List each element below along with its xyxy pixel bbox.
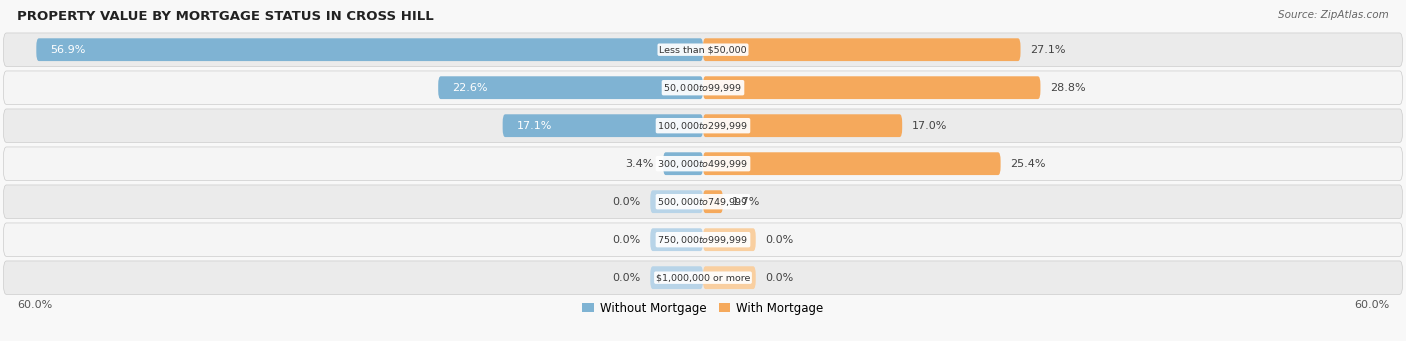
Text: 0.0%: 0.0% bbox=[613, 273, 641, 283]
Text: 0.0%: 0.0% bbox=[765, 273, 793, 283]
FancyBboxPatch shape bbox=[703, 152, 1001, 175]
FancyBboxPatch shape bbox=[650, 266, 703, 289]
FancyBboxPatch shape bbox=[3, 223, 1403, 256]
FancyBboxPatch shape bbox=[3, 109, 1403, 143]
FancyBboxPatch shape bbox=[664, 152, 703, 175]
Text: $500,000 to $749,999: $500,000 to $749,999 bbox=[658, 196, 748, 208]
FancyBboxPatch shape bbox=[3, 71, 1403, 104]
FancyBboxPatch shape bbox=[3, 185, 1403, 218]
Text: 0.0%: 0.0% bbox=[613, 235, 641, 245]
Legend: Without Mortgage, With Mortgage: Without Mortgage, With Mortgage bbox=[582, 301, 824, 314]
Text: 25.4%: 25.4% bbox=[1010, 159, 1046, 169]
Text: 17.0%: 17.0% bbox=[911, 121, 946, 131]
FancyBboxPatch shape bbox=[37, 38, 703, 61]
FancyBboxPatch shape bbox=[3, 33, 1403, 66]
FancyBboxPatch shape bbox=[703, 266, 756, 289]
Text: 27.1%: 27.1% bbox=[1029, 45, 1066, 55]
FancyBboxPatch shape bbox=[703, 190, 723, 213]
FancyBboxPatch shape bbox=[703, 38, 1021, 61]
FancyBboxPatch shape bbox=[3, 147, 1403, 180]
FancyBboxPatch shape bbox=[3, 261, 1403, 294]
FancyBboxPatch shape bbox=[439, 76, 703, 99]
Text: 1.7%: 1.7% bbox=[733, 197, 761, 207]
Text: $300,000 to $499,999: $300,000 to $499,999 bbox=[658, 158, 748, 170]
Text: 22.6%: 22.6% bbox=[453, 83, 488, 93]
Text: 3.4%: 3.4% bbox=[626, 159, 654, 169]
FancyBboxPatch shape bbox=[650, 228, 703, 251]
Text: 56.9%: 56.9% bbox=[51, 45, 86, 55]
Text: 0.0%: 0.0% bbox=[613, 197, 641, 207]
Text: Less than $50,000: Less than $50,000 bbox=[659, 45, 747, 54]
Text: $1,000,000 or more: $1,000,000 or more bbox=[655, 273, 751, 282]
Text: $750,000 to $999,999: $750,000 to $999,999 bbox=[658, 234, 748, 246]
Text: 60.0%: 60.0% bbox=[1354, 300, 1389, 310]
FancyBboxPatch shape bbox=[703, 114, 903, 137]
FancyBboxPatch shape bbox=[703, 76, 1040, 99]
FancyBboxPatch shape bbox=[503, 114, 703, 137]
FancyBboxPatch shape bbox=[650, 190, 703, 213]
Text: 0.0%: 0.0% bbox=[765, 235, 793, 245]
Text: $50,000 to $99,999: $50,000 to $99,999 bbox=[664, 82, 742, 94]
Text: 28.8%: 28.8% bbox=[1050, 83, 1085, 93]
Text: 17.1%: 17.1% bbox=[517, 121, 553, 131]
Text: $100,000 to $299,999: $100,000 to $299,999 bbox=[658, 120, 748, 132]
Text: 60.0%: 60.0% bbox=[17, 300, 52, 310]
Text: PROPERTY VALUE BY MORTGAGE STATUS IN CROSS HILL: PROPERTY VALUE BY MORTGAGE STATUS IN CRO… bbox=[17, 10, 433, 23]
Text: Source: ZipAtlas.com: Source: ZipAtlas.com bbox=[1278, 10, 1389, 20]
FancyBboxPatch shape bbox=[703, 228, 756, 251]
